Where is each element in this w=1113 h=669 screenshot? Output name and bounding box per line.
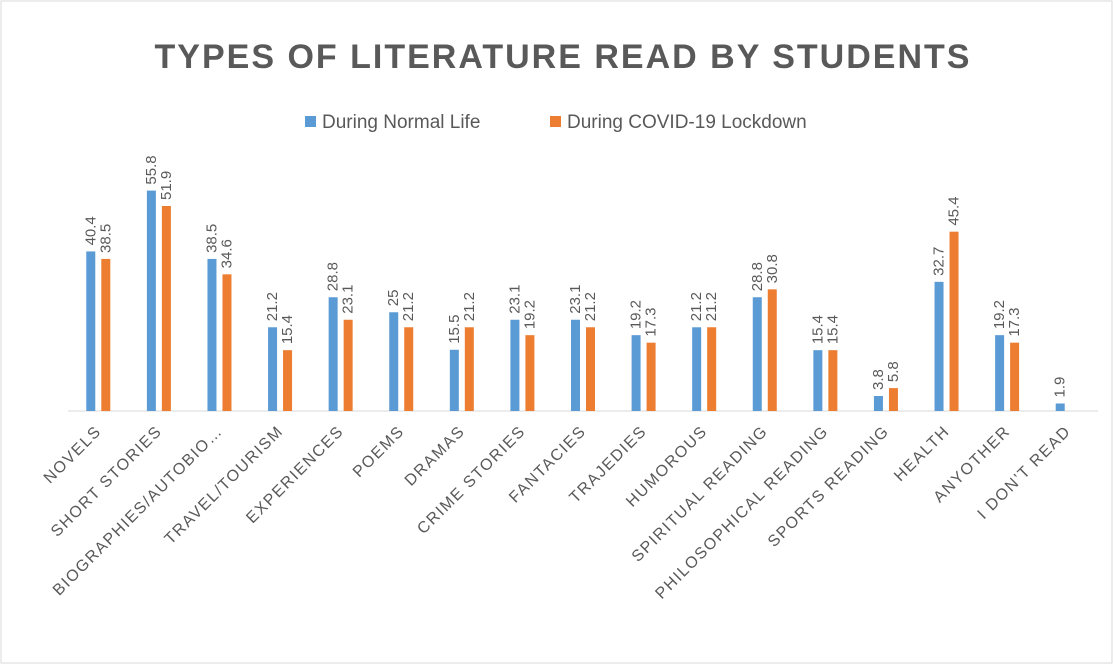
bar — [586, 327, 595, 411]
legend-swatch — [550, 116, 561, 127]
bar — [464, 327, 474, 411]
bar — [1055, 403, 1065, 411]
bar — [101, 258, 111, 411]
data-label: 15.4 — [824, 315, 841, 344]
bar — [707, 327, 717, 411]
data-label: 38.5 — [97, 224, 114, 253]
bar — [328, 297, 338, 411]
legend-swatch — [305, 116, 316, 127]
bar — [404, 327, 414, 411]
bar — [934, 281, 944, 411]
data-label: 21.2 — [582, 292, 599, 321]
data-label: 15.4 — [809, 315, 826, 344]
bar — [146, 190, 156, 411]
bar — [343, 319, 353, 411]
data-label: 1.9 — [1052, 377, 1069, 398]
bar — [389, 312, 399, 411]
data-label: 51.9 — [158, 171, 175, 200]
bar — [631, 335, 641, 411]
data-label: 21.2 — [688, 292, 705, 321]
bar — [767, 289, 777, 411]
chart-title: TYPES OF LITERATURE READ BY STUDENTS — [155, 38, 972, 76]
bar — [161, 205, 171, 411]
bar — [949, 231, 959, 411]
data-label: 23.1 — [506, 285, 523, 314]
data-label: 19.2 — [628, 300, 645, 329]
data-label: 28.8 — [749, 262, 766, 291]
bar — [692, 327, 702, 411]
data-label: 21.2 — [264, 292, 281, 321]
data-label: 19.2 — [521, 300, 538, 329]
data-label: 21.2 — [400, 292, 417, 321]
bar — [813, 350, 823, 411]
data-label: 5.8 — [885, 361, 902, 382]
data-label: 23.1 — [567, 285, 584, 314]
bar — [646, 342, 656, 411]
data-label: 38.5 — [203, 224, 220, 253]
bar — [222, 274, 232, 411]
data-label: 34.6 — [218, 239, 235, 268]
bar — [525, 335, 535, 411]
bar — [752, 297, 762, 411]
bar — [283, 350, 293, 411]
bar — [873, 395, 883, 411]
data-label: 45.4 — [946, 196, 963, 225]
data-label: 25 — [385, 290, 402, 307]
data-label: 17.3 — [1006, 307, 1023, 336]
bar — [268, 327, 278, 411]
bar — [86, 251, 96, 411]
data-label: 40.4 — [82, 216, 99, 245]
legend-label: During COVID-19 Lockdown — [567, 112, 807, 133]
data-label: 30.8 — [764, 254, 781, 283]
bar — [995, 335, 1005, 411]
data-label: 23.1 — [340, 285, 357, 314]
data-label: 19.2 — [991, 300, 1008, 329]
data-label: 17.3 — [643, 307, 660, 336]
data-label: 32.7 — [931, 247, 948, 276]
data-label: 55.8 — [143, 155, 160, 184]
bar — [207, 258, 217, 411]
legend-label: During Normal Life — [322, 112, 480, 133]
data-label: 3.8 — [870, 369, 887, 390]
data-label: 15.4 — [279, 315, 296, 344]
bar — [449, 349, 459, 411]
data-label: 15.5 — [446, 315, 463, 344]
bar — [510, 319, 520, 411]
bar — [571, 319, 580, 411]
bar — [888, 388, 898, 411]
bar — [828, 350, 838, 411]
bar — [1010, 342, 1020, 411]
data-label: 21.2 — [703, 292, 720, 321]
data-label: 28.8 — [325, 262, 342, 291]
data-label: 21.2 — [461, 292, 478, 321]
